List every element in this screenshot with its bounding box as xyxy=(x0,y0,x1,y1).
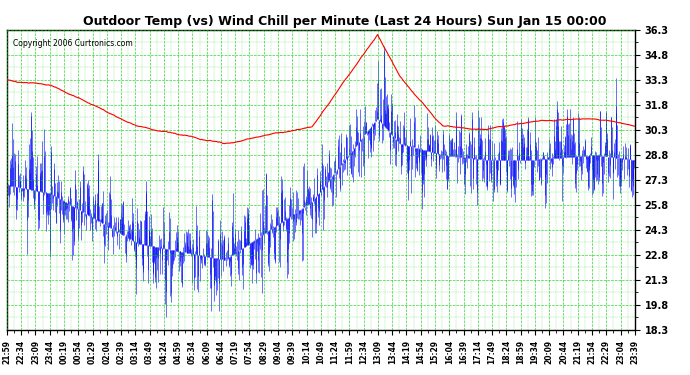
Text: Copyright 2006 Curtronics.com: Copyright 2006 Curtronics.com xyxy=(13,39,133,48)
Text: Outdoor Temp (vs) Wind Chill per Minute (Last 24 Hours) Sun Jan 15 00:00: Outdoor Temp (vs) Wind Chill per Minute … xyxy=(83,15,607,28)
